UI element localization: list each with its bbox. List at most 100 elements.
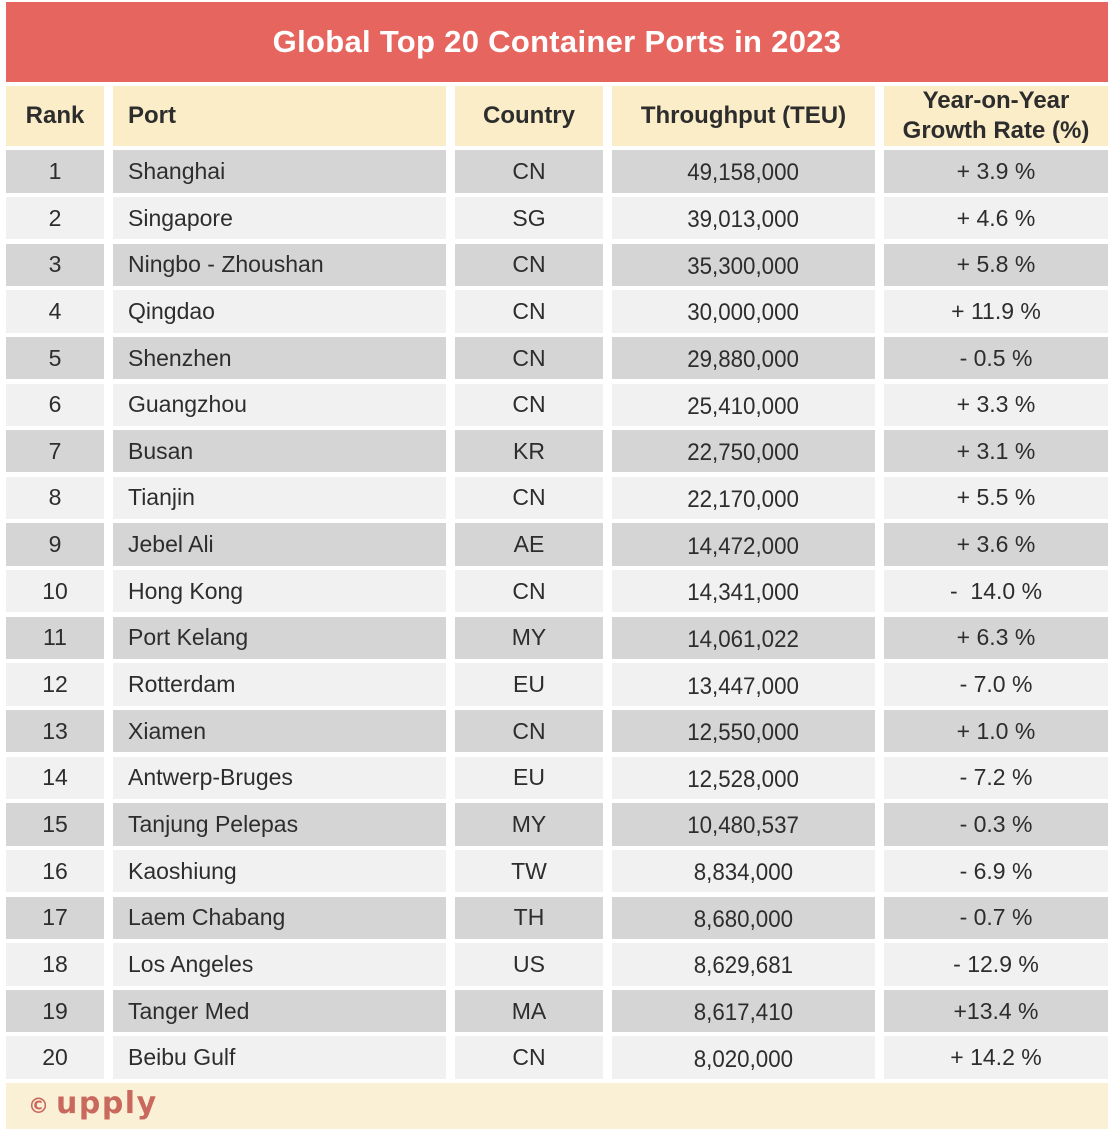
cell-port: Rotterdam <box>113 663 446 706</box>
cell-throughput: 13,447,000 <box>612 663 875 706</box>
cell-throughput: 8,680,000 <box>612 896 875 939</box>
throughput-value: 8,680,000 <box>693 905 794 933</box>
cell-throughput: 22,170,000 <box>612 476 875 520</box>
page-title: Global Top 20 Container Ports in 2023 <box>272 24 842 59</box>
col-header-port: Port <box>113 86 446 146</box>
cell-growth: + 3.3 % <box>884 383 1108 426</box>
cell-country: EU <box>455 663 603 706</box>
cell-port: Beibu Gulf <box>113 1036 446 1079</box>
throughput-value: 22,170,000 <box>687 485 800 513</box>
cell-country: CN <box>455 383 603 426</box>
cell-port: Jebel Ali <box>113 523 446 566</box>
cell-growth: - 0.7 % <box>884 896 1108 939</box>
cell-growth: + 4.6 % <box>884 196 1108 240</box>
cell-rank: 2 <box>6 196 104 240</box>
cell-rank: 7 <box>6 430 104 473</box>
throughput-value: 13,447,000 <box>687 672 800 700</box>
cell-growth: - 7.0 % <box>884 663 1108 706</box>
cell-port: Busan <box>113 430 446 473</box>
cell-country: CN <box>455 243 603 286</box>
cell-growth: - 6.9 % <box>884 849 1108 893</box>
col-header-country: Country <box>455 86 603 146</box>
cell-port: Ningbo - Zhoushan <box>113 243 446 286</box>
cell-throughput: 12,528,000 <box>612 756 875 799</box>
cell-throughput: 22,750,000 <box>612 430 875 473</box>
cell-growth: + 3.6 % <box>884 523 1108 566</box>
cell-country: US <box>455 943 603 986</box>
cell-throughput: 39,013,000 <box>612 196 875 240</box>
throughput-value: 8,020,000 <box>693 1045 794 1073</box>
cell-port: Shenzhen <box>113 336 446 380</box>
growth-header-line2: Growth Rate (%) <box>902 117 1090 144</box>
growth-header-line1: Year-on-Year <box>922 87 1070 114</box>
cell-country: SG <box>455 196 603 240</box>
cell-growth: - 14.0 % <box>884 570 1108 613</box>
throughput-value: 25,410,000 <box>687 392 800 420</box>
cell-growth: + 6.3 % <box>884 616 1108 660</box>
cell-throughput: 10,480,537 <box>612 803 875 846</box>
cell-rank: 16 <box>6 849 104 893</box>
cell-rank: 10 <box>6 570 104 613</box>
cell-port: Shanghai <box>113 150 446 193</box>
cell-port: Tianjin <box>113 476 446 520</box>
cell-growth: - 12.9 % <box>884 943 1108 986</box>
cell-rank: 1 <box>6 150 104 193</box>
throughput-value: 10,480,537 <box>687 812 800 840</box>
cell-port: Singapore <box>113 196 446 240</box>
cell-throughput: 8,629,681 <box>612 943 875 986</box>
throughput-value: 30,000,000 <box>687 299 800 327</box>
cell-throughput: 14,341,000 <box>612 570 875 613</box>
throughput-value: 14,472,000 <box>687 532 800 560</box>
throughput-value: 39,013,000 <box>687 206 800 234</box>
cell-growth: - 0.3 % <box>884 803 1108 846</box>
cell-rank: 8 <box>6 476 104 520</box>
cell-rank: 20 <box>6 1036 104 1079</box>
cell-country: MY <box>455 616 603 660</box>
cell-throughput: 14,061,022 <box>612 616 875 660</box>
cell-port: Xiamen <box>113 709 446 753</box>
col-header-growth: Year-on-Year Growth Rate (%) <box>884 86 1108 146</box>
cell-throughput: 30,000,000 <box>612 290 875 333</box>
cell-country: CN <box>455 150 603 193</box>
cell-country: TH <box>455 896 603 939</box>
cell-rank: 11 <box>6 616 104 660</box>
cell-rank: 3 <box>6 243 104 286</box>
cell-growth: + 3.1 % <box>884 430 1108 473</box>
footer-bar: © upply <box>6 1082 1108 1129</box>
cell-port: Antwerp-Bruges <box>113 756 446 799</box>
cell-port: Guangzhou <box>113 383 446 426</box>
cell-country: AE <box>455 523 603 566</box>
cell-country: MY <box>455 803 603 846</box>
cell-country: EU <box>455 756 603 799</box>
cell-growth: - 7.2 % <box>884 756 1108 799</box>
cell-country: CN <box>455 336 603 380</box>
col-header-throughput: Throughput (TEU) <box>612 86 875 146</box>
cell-growth: +13.4 % <box>884 989 1108 1033</box>
cell-port: Laem Chabang <box>113 896 446 939</box>
cell-port: Hong Kong <box>113 570 446 613</box>
cell-country: TW <box>455 849 603 893</box>
upply-logo-text: upply <box>56 1086 158 1122</box>
throughput-value: 8,834,000 <box>693 859 794 887</box>
cell-country: CN <box>455 709 603 753</box>
cell-rank: 5 <box>6 336 104 380</box>
throughput-value: 29,880,000 <box>687 346 800 374</box>
cell-growth: + 5.8 % <box>884 243 1108 286</box>
cell-port: Los Angeles <box>113 943 446 986</box>
throughput-value: 35,300,000 <box>687 252 800 280</box>
throughput-value: 12,528,000 <box>687 765 800 793</box>
cell-rank: 19 <box>6 989 104 1033</box>
cell-country: CN <box>455 290 603 333</box>
growth-header-lines: Year-on-Year Growth Rate (%) <box>903 86 1090 146</box>
title-bar: Global Top 20 Container Ports in 2023 <box>6 2 1108 82</box>
cell-port: Qingdao <box>113 290 446 333</box>
cell-throughput: 35,300,000 <box>612 243 875 286</box>
cell-throughput: 29,880,000 <box>612 336 875 380</box>
throughput-value: 14,061,022 <box>687 625 800 653</box>
cell-growth: + 11.9 % <box>884 290 1108 333</box>
cell-country: MA <box>455 989 603 1033</box>
cell-growth: - 0.5 % <box>884 336 1108 380</box>
cell-growth: + 3.9 % <box>884 150 1108 193</box>
cell-country: CN <box>455 570 603 613</box>
cell-growth: + 14.2 % <box>884 1036 1108 1079</box>
